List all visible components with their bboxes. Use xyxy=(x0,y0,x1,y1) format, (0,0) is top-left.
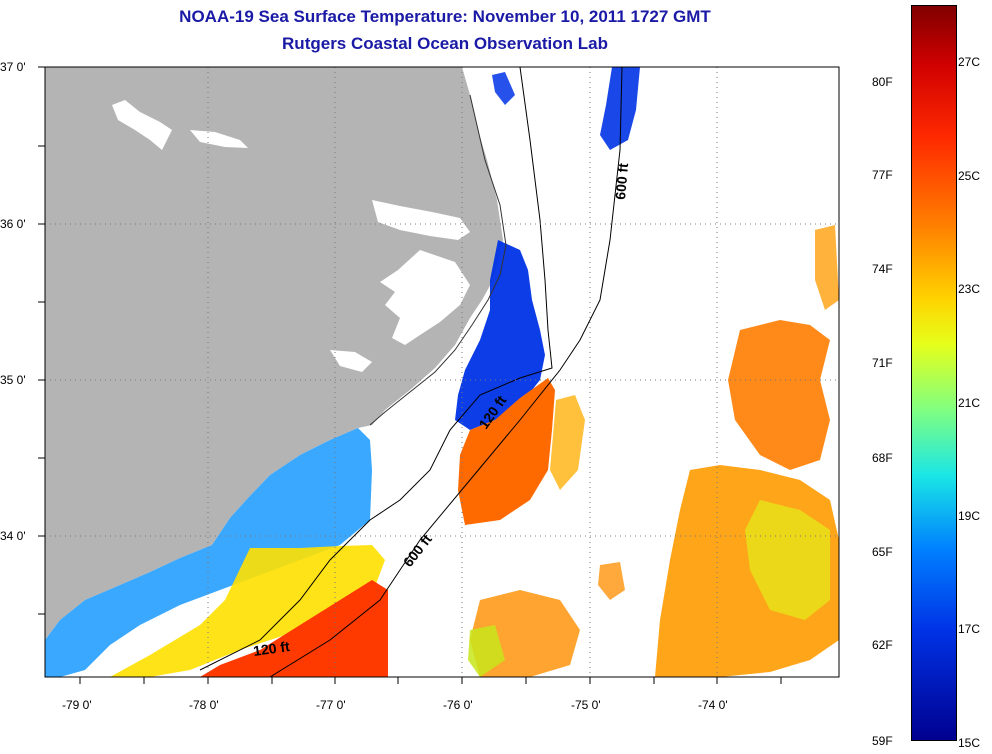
longitude-label: -74 0' xyxy=(698,698,728,712)
longitude-label: -75 0' xyxy=(571,698,601,712)
latitude-label: 37 0' xyxy=(0,60,26,74)
cold-water xyxy=(600,67,640,150)
longitude-label: -78 0' xyxy=(189,698,219,712)
colorbar-celsius-label: 21C xyxy=(958,396,981,410)
cold-water xyxy=(492,72,515,105)
colorbar-fahrenheit-label: 71F xyxy=(872,356,893,370)
gulf-stream xyxy=(200,580,388,677)
colorbar-celsius-label: 17C xyxy=(958,622,981,636)
pamlico-sound xyxy=(380,250,470,345)
latitude-label: 36 0' xyxy=(0,217,26,231)
latitude-label: 34 0' xyxy=(0,529,26,543)
isobath-label: 600 ft xyxy=(612,162,631,200)
isobath-120ft xyxy=(199,67,553,671)
colorbar-fahrenheit-label: 80F xyxy=(872,75,893,89)
colorbar-celsius-label: 25C xyxy=(958,169,981,183)
inland-lake xyxy=(190,130,248,148)
longitude-label: -76 0' xyxy=(443,698,473,712)
barrier-islands xyxy=(369,94,507,426)
colorbar-celsius-label: 15C xyxy=(958,736,981,750)
inland-lake xyxy=(112,100,172,150)
colorbar-fahrenheit-label: 77F xyxy=(872,168,893,182)
gulf-stream xyxy=(458,378,555,525)
grid-lines xyxy=(45,67,839,677)
offshore-warm-water xyxy=(468,625,505,677)
colorbar-fahrenheit-label: 65F xyxy=(872,545,893,559)
offshore-warm-water xyxy=(815,225,839,310)
colorbar-fahrenheit-label: 62F xyxy=(872,638,893,652)
temperature-colorbar xyxy=(911,5,957,741)
map-frame xyxy=(44,66,840,678)
colorbar-fahrenheit-label: 74F xyxy=(872,262,893,276)
colorbar-celsius-label: 19C xyxy=(958,509,981,523)
offshore-warm-water xyxy=(598,562,625,600)
colorbar-celsius-label: 27C xyxy=(958,55,981,69)
latitude-label: 35 0' xyxy=(0,373,26,387)
axis-ticks xyxy=(38,66,782,684)
colorbar-celsius-label: 23C xyxy=(958,282,981,296)
offshore-warm-water xyxy=(550,395,585,490)
isobath-600ft xyxy=(269,67,623,677)
offshore-warm-water xyxy=(745,500,830,620)
map-title: NOAA-19 Sea Surface Temperature: Novembe… xyxy=(179,7,711,26)
cold-water xyxy=(455,240,545,430)
longitude-label: -77 0' xyxy=(316,698,346,712)
offshore-warm-water xyxy=(728,320,830,470)
longitude-label: -79 0' xyxy=(62,698,92,712)
colorbar-fahrenheit-label: 59F xyxy=(872,734,893,748)
colorbar-fahrenheit-label: 68F xyxy=(872,451,893,465)
neuse-river xyxy=(330,350,372,372)
albemarle-sound xyxy=(372,200,470,240)
isobath-label: 120 ft xyxy=(252,638,291,659)
map-subtitle: Rutgers Coastal Ocean Observation Lab xyxy=(282,34,608,53)
